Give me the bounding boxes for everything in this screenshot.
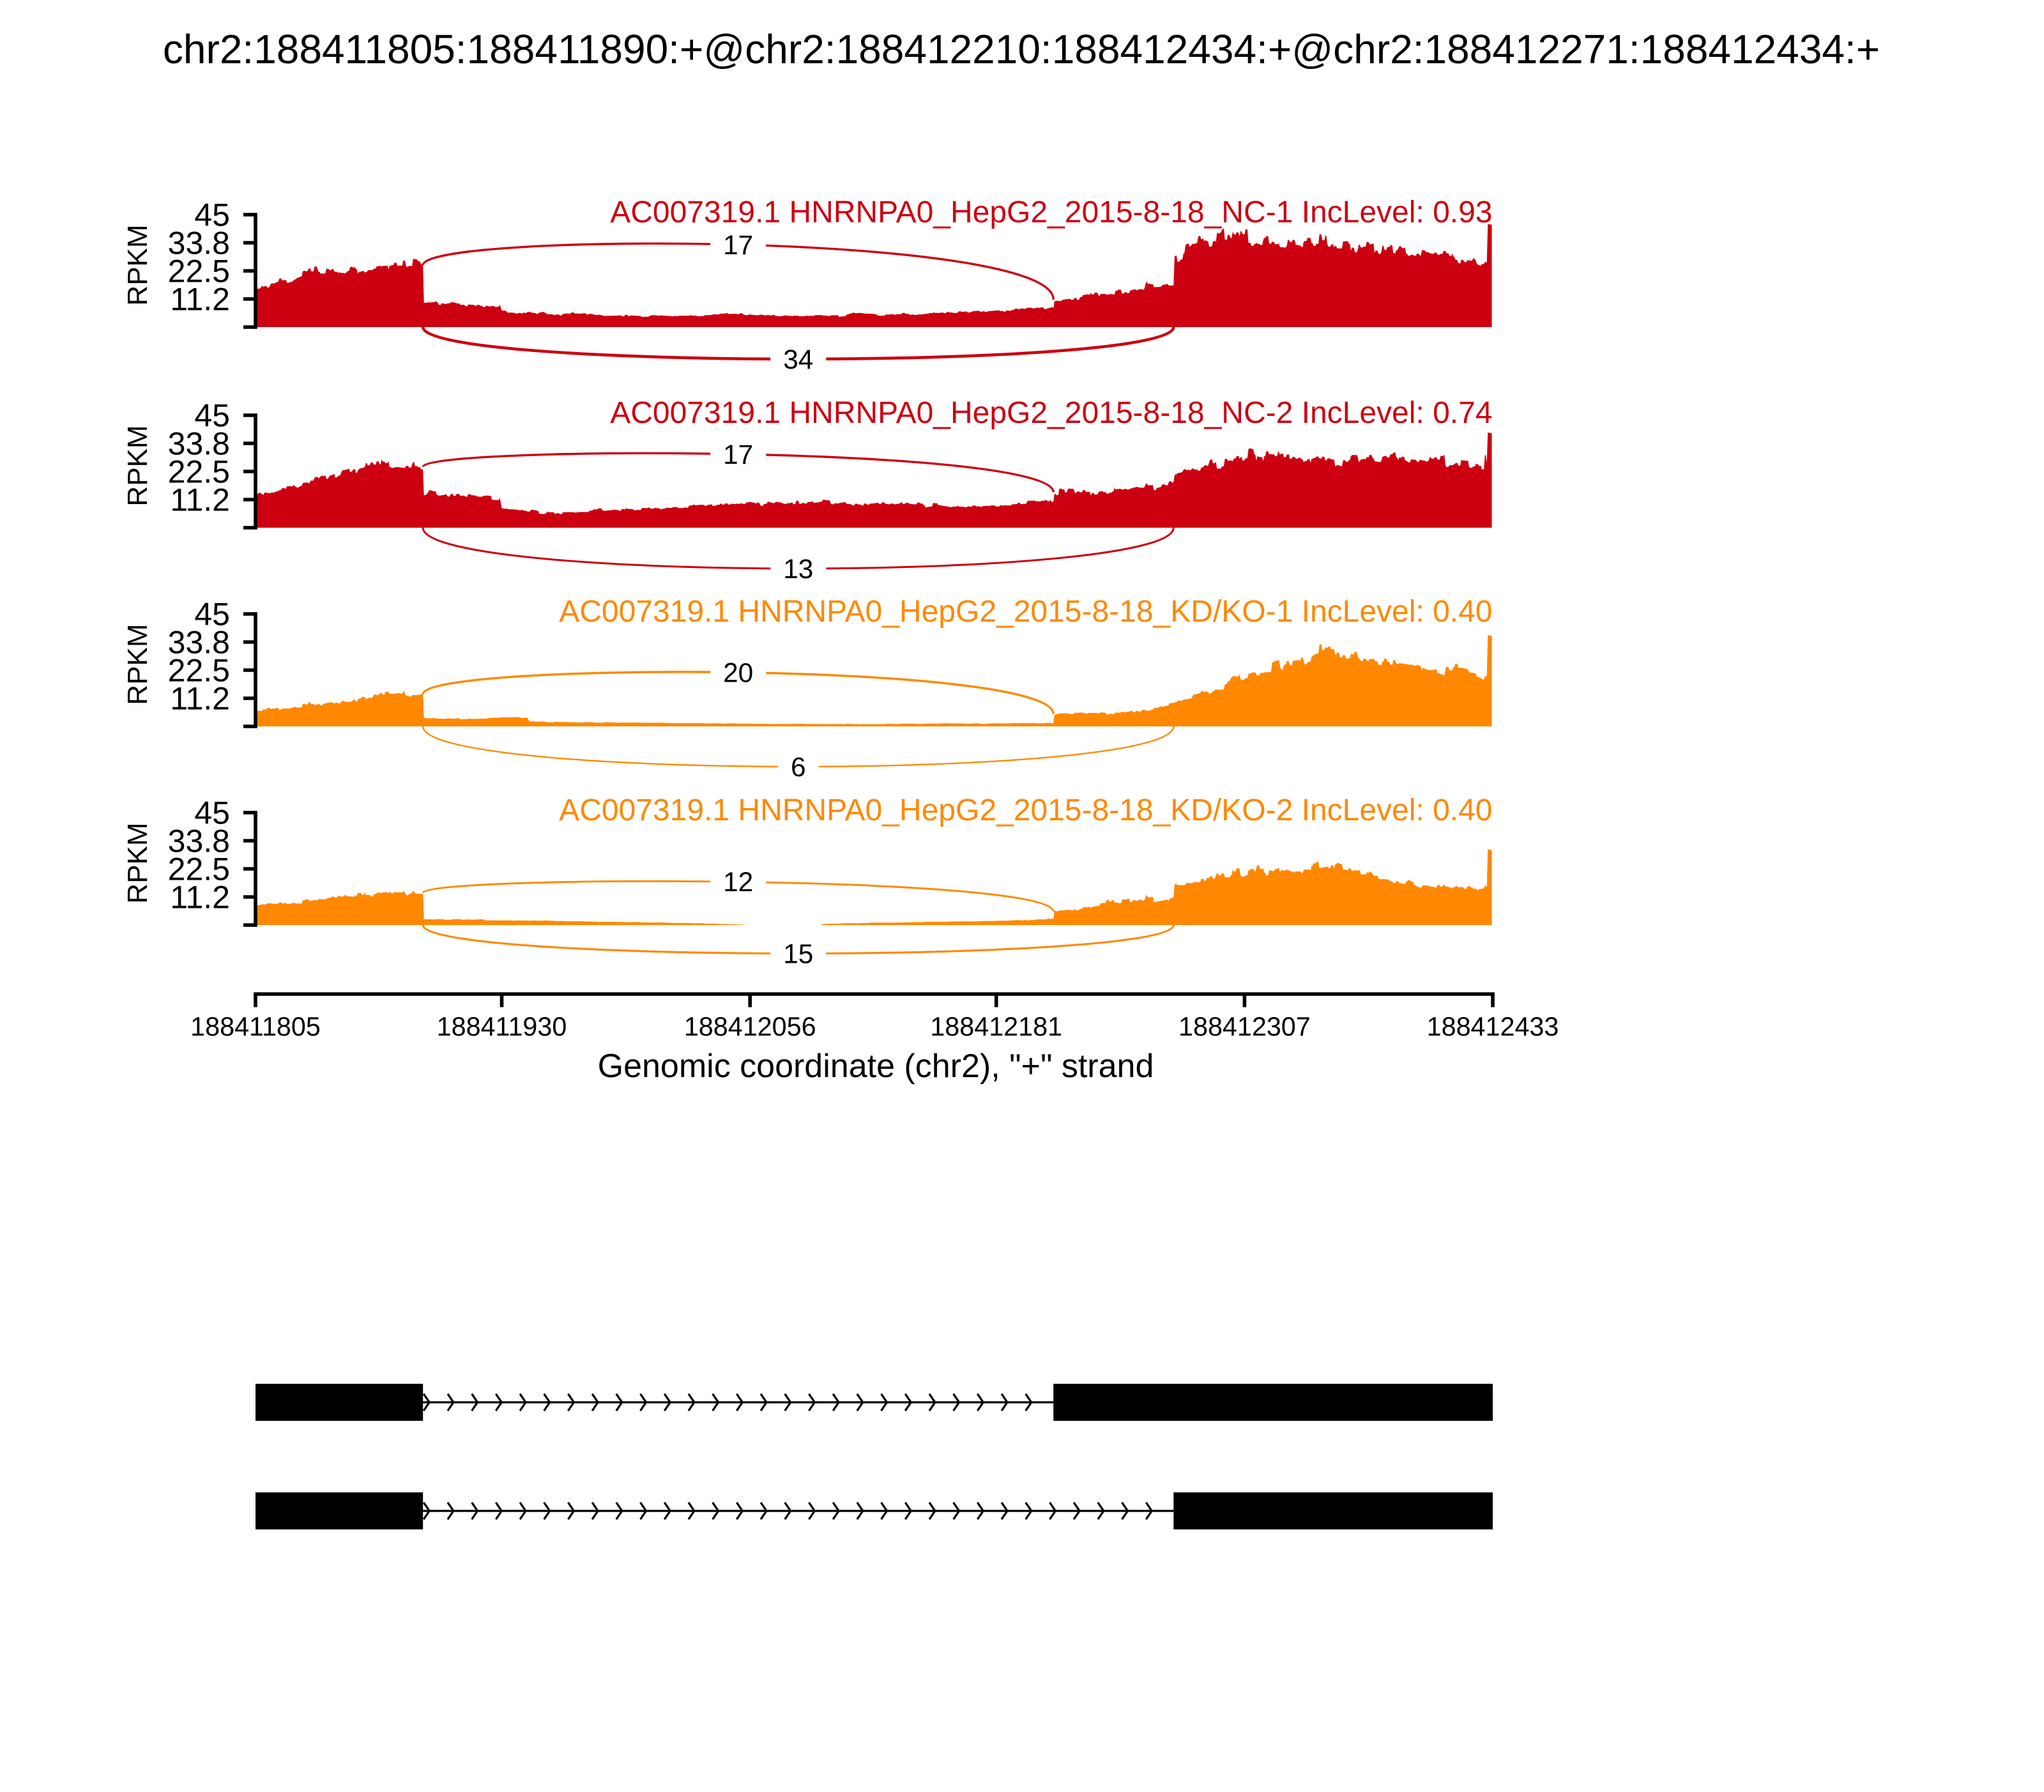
svg-text:11.2: 11.2 [170, 482, 230, 518]
svg-text:RPKM: RPKM [122, 224, 153, 305]
svg-text:33.8: 33.8 [168, 823, 230, 859]
svg-text:6: 6 [791, 752, 806, 782]
svg-text:45: 45 [194, 795, 230, 831]
svg-text:33.8: 33.8 [168, 625, 230, 661]
svg-text:RPKM: RPKM [122, 425, 153, 506]
svg-text:188412307: 188412307 [1178, 1012, 1311, 1041]
svg-text:17: 17 [723, 230, 753, 260]
svg-text:15: 15 [783, 938, 813, 969]
svg-text:45: 45 [194, 197, 230, 233]
svg-text:22.5: 22.5 [168, 653, 230, 689]
svg-text:AC007319.1 HNRNPA0_HepG2_2015-: AC007319.1 HNRNPA0_HepG2_2015-8-18_KD/KO… [559, 595, 1492, 629]
svg-text:17: 17 [723, 440, 753, 470]
svg-text:20: 20 [723, 657, 753, 687]
svg-text:188411805: 188411805 [190, 1012, 321, 1041]
svg-text:chr2:188411805:188411890:+@chr: chr2:188411805:188411890:+@chr2:18841221… [163, 26, 1880, 72]
svg-text:11.2: 11.2 [170, 282, 230, 318]
svg-text:188412181: 188412181 [930, 1012, 1062, 1041]
svg-text:188411930: 188411930 [437, 1012, 567, 1041]
svg-text:13: 13 [783, 554, 813, 584]
svg-text:12: 12 [723, 867, 753, 897]
svg-text:11.2: 11.2 [170, 681, 230, 717]
svg-text:45: 45 [194, 597, 230, 632]
svg-text:188412433: 188412433 [1427, 1012, 1559, 1041]
svg-text:Genomic coordinate (chr2), "+": Genomic coordinate (chr2), "+" strand [598, 1048, 1154, 1085]
svg-text:AC007319.1 HNRNPA0_HepG2_2015-: AC007319.1 HNRNPA0_HepG2_2015-8-18_NC-1 … [610, 195, 1492, 229]
svg-text:RPKM: RPKM [122, 624, 153, 705]
svg-text:AC007319.1 HNRNPA0_HepG2_2015-: AC007319.1 HNRNPA0_HepG2_2015-8-18_NC-2 … [610, 396, 1492, 430]
svg-text:22.5: 22.5 [168, 254, 230, 289]
svg-text:22.5: 22.5 [168, 852, 230, 887]
svg-text:188412056: 188412056 [684, 1012, 816, 1041]
svg-text:11.2: 11.2 [170, 880, 230, 915]
svg-text:AC007319.1 HNRNPA0_HepG2_2015-: AC007319.1 HNRNPA0_HepG2_2015-8-18_KD/KO… [559, 793, 1492, 827]
svg-text:22.5: 22.5 [168, 454, 230, 490]
svg-text:33.8: 33.8 [168, 426, 230, 462]
svg-text:34: 34 [783, 344, 813, 374]
svg-text:RPKM: RPKM [122, 822, 153, 903]
svg-text:45: 45 [194, 398, 230, 434]
svg-text:33.8: 33.8 [168, 226, 230, 261]
